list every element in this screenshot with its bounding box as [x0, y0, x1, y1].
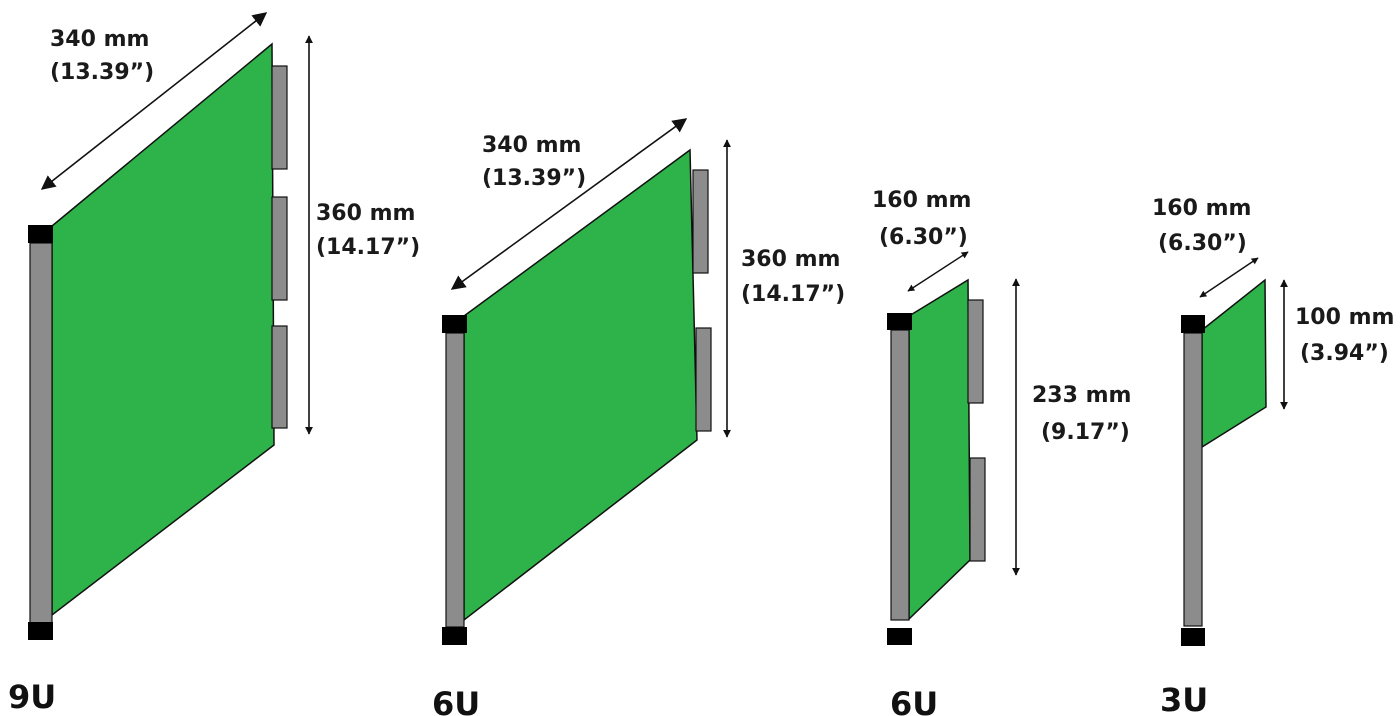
depth-mm-label: 160 mm	[1152, 196, 1251, 221]
ejector-handle-bottom	[442, 627, 467, 645]
ejector-handle-bottom	[887, 628, 912, 645]
card-9u-340: 340 mm (13.39”) 360 mm (14.17”) 9U	[8, 12, 420, 716]
ejector-handle-bottom	[1181, 628, 1205, 646]
height-mm-label: 100 mm	[1295, 305, 1394, 330]
backplane-connector	[271, 325, 288, 429]
depth-inch-label: (6.30”)	[879, 225, 968, 250]
height-inch-label: (9.17”)	[1041, 420, 1130, 445]
card-6u-340: 340 mm (13.39”) 360 mm (14.17”) 6U	[432, 118, 845, 716]
pcb-board	[463, 148, 698, 622]
front-panel	[1183, 332, 1203, 627]
backplane-connector	[695, 327, 712, 432]
backplane-connector	[271, 196, 288, 301]
depth-dimension-arrow	[907, 251, 969, 292]
depth-mm-label: 160 mm	[872, 188, 971, 213]
depth-mm-label: 340 mm	[50, 27, 149, 52]
height-mm-label: 233 mm	[1032, 383, 1131, 408]
depth-dimension-arrow	[450, 118, 688, 290]
height-inch-label: (3.94”)	[1300, 341, 1389, 366]
height-mm-label: 360 mm	[741, 247, 840, 272]
pcb-board	[908, 278, 971, 621]
pcb-board	[51, 42, 275, 617]
height-inch-label: (14.17”)	[316, 235, 420, 260]
ejector-handle-top	[887, 313, 912, 330]
front-panel	[890, 329, 910, 621]
height-mm-label: 360 mm	[316, 201, 415, 226]
card-6u-160: 160 mm (6.30”) 233 mm (9.17”) 6U	[872, 188, 1131, 716]
ejector-handle-bottom	[28, 622, 53, 640]
depth-inch-label: (13.39”)	[482, 166, 586, 191]
depth-inch-label: (6.30”)	[1158, 231, 1247, 256]
depth-mm-label: 340 mm	[482, 133, 581, 158]
backplane-connector	[271, 65, 288, 170]
depth-inch-label: (13.39”)	[50, 60, 154, 85]
backplane-connector	[692, 169, 709, 274]
depth-dimension-arrow	[1199, 257, 1259, 298]
ejector-handle-top	[442, 315, 467, 333]
height-inch-label: (14.17”)	[741, 282, 845, 307]
form-factor-label: 6U	[432, 685, 480, 716]
backplane-connector	[967, 299, 984, 404]
form-factor-label: 3U	[1160, 681, 1208, 716]
card-3u-160: 160 mm (6.30”) 100 mm (3.94”) 3U	[1152, 196, 1394, 716]
depth-dimension-arrow	[40, 12, 268, 190]
form-factor-label: 9U	[8, 678, 56, 716]
front-panel	[445, 332, 465, 628]
front-panel	[29, 242, 53, 624]
ejector-handle-top	[28, 225, 53, 243]
pcb-board	[1201, 278, 1267, 449]
ejector-handle-top	[1181, 315, 1205, 333]
backplane-connector	[969, 457, 986, 562]
form-factor-label: 6U	[890, 685, 938, 716]
